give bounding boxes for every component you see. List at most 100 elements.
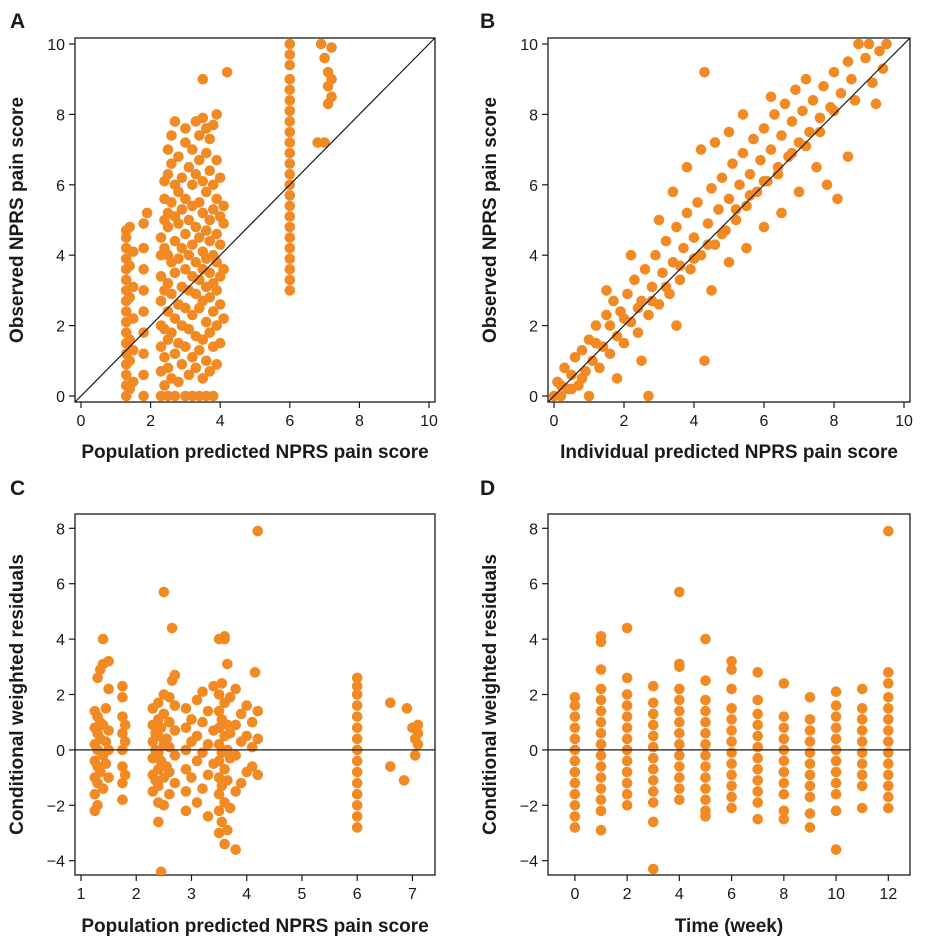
- x-tick-label: 4: [216, 413, 225, 430]
- data-point: [832, 193, 843, 205]
- data-point: [601, 285, 612, 296]
- x-tick-label: 1: [77, 886, 86, 903]
- data-point: [583, 390, 595, 402]
- data-point: [187, 351, 198, 363]
- x-tick-label: 6: [285, 413, 294, 430]
- data-point: [804, 714, 816, 725]
- data-point: [877, 63, 889, 74]
- data-point: [191, 730, 203, 742]
- data-point: [804, 758, 816, 770]
- data-point: [632, 327, 644, 338]
- data-point: [166, 622, 178, 634]
- data-point: [608, 295, 619, 307]
- data-point: [856, 703, 868, 714]
- data-point: [127, 376, 139, 388]
- data-point: [856, 683, 868, 695]
- data-point: [674, 274, 686, 286]
- y-tick-label: 2: [529, 319, 538, 336]
- data-point: [284, 285, 296, 296]
- data-point: [204, 267, 216, 279]
- data-point: [284, 38, 296, 50]
- data-point: [169, 700, 181, 711]
- data-point: [653, 214, 665, 226]
- data-point: [409, 750, 421, 761]
- scatter-points: [120, 38, 337, 402]
- data-point: [804, 691, 816, 703]
- data-point: [180, 703, 192, 714]
- data-point: [800, 73, 812, 85]
- data-point: [647, 719, 659, 731]
- data-point: [650, 249, 661, 261]
- data-point: [138, 369, 149, 381]
- data-point: [818, 80, 829, 92]
- data-point: [197, 175, 209, 187]
- panel-letter: A: [10, 10, 25, 33]
- data-point: [646, 295, 658, 307]
- data-point: [569, 733, 581, 745]
- data-point: [153, 697, 164, 709]
- data-point: [726, 714, 737, 725]
- data-point: [576, 373, 588, 384]
- data-point: [786, 147, 798, 159]
- data-point: [856, 714, 868, 725]
- data-point: [595, 772, 607, 783]
- data-point: [726, 758, 737, 770]
- data-point: [351, 822, 363, 833]
- data-point: [200, 316, 212, 328]
- data-point: [883, 780, 894, 792]
- data-point: [685, 263, 696, 275]
- data-point: [853, 38, 864, 50]
- data-point: [830, 844, 842, 855]
- data-point: [246, 761, 258, 772]
- data-point: [629, 274, 640, 286]
- data-point: [187, 239, 198, 250]
- data-point: [351, 700, 363, 711]
- data-point: [883, 758, 894, 770]
- x-tick-label: 7: [408, 886, 417, 903]
- data-point: [169, 669, 181, 681]
- data-point: [190, 288, 202, 300]
- data-point: [284, 211, 296, 222]
- data-point: [230, 683, 241, 695]
- data-point: [647, 730, 659, 742]
- data-point: [162, 306, 174, 317]
- data-point: [194, 344, 205, 356]
- data-point: [674, 586, 685, 598]
- data-point: [412, 719, 424, 731]
- data-point: [647, 697, 659, 709]
- data-point: [180, 123, 191, 134]
- data-point: [207, 390, 219, 402]
- panel-letter: B: [480, 10, 495, 33]
- data-point: [621, 799, 633, 811]
- data-point: [883, 678, 894, 689]
- data-point: [595, 750, 607, 761]
- data-point: [800, 140, 812, 152]
- plot-frame: [74, 37, 436, 403]
- data-point: [778, 777, 790, 789]
- data-point: [138, 306, 149, 317]
- data-point: [169, 750, 181, 761]
- data-point: [214, 337, 226, 349]
- data-point: [752, 694, 764, 706]
- data-point: [190, 168, 202, 180]
- data-point: [758, 123, 770, 134]
- data-point: [674, 694, 685, 706]
- y-tick-label: 10: [520, 37, 538, 54]
- data-point: [120, 369, 132, 381]
- data-point: [688, 253, 700, 265]
- data-point: [166, 158, 177, 169]
- data-point: [688, 232, 700, 243]
- data-point: [208, 680, 219, 692]
- data-point: [351, 777, 363, 789]
- y-tick-label: 4: [529, 632, 538, 649]
- data-point: [284, 232, 296, 243]
- data-point: [162, 144, 174, 155]
- data-point: [706, 285, 717, 296]
- y-tick-label: 8: [56, 521, 65, 538]
- x-tick-label: 6: [353, 886, 362, 903]
- data-point: [153, 730, 164, 742]
- data-point: [176, 172, 188, 184]
- data-point: [681, 161, 693, 173]
- data-point: [95, 766, 106, 778]
- data-point: [856, 747, 868, 758]
